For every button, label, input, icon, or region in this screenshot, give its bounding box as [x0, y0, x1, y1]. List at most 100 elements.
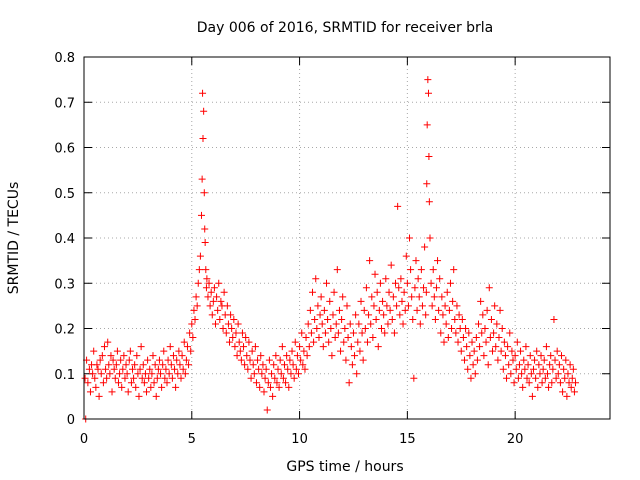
data-point	[542, 343, 550, 351]
data-point	[283, 352, 291, 360]
data-point	[478, 329, 486, 337]
data-point	[299, 361, 307, 369]
y-tick-label: 0.8	[54, 51, 75, 66]
data-point	[445, 306, 453, 314]
data-point	[320, 306, 328, 314]
data-point	[193, 302, 201, 310]
data-point	[449, 297, 457, 305]
data-point	[423, 121, 431, 129]
data-point	[352, 311, 360, 319]
data-point	[171, 365, 179, 373]
data-point	[280, 361, 288, 369]
data-point	[477, 297, 485, 305]
data-point	[277, 370, 285, 378]
y-axis-label: SRMTID / TECUs	[6, 182, 22, 295]
data-point	[396, 311, 404, 319]
data-point	[460, 356, 468, 364]
data-point	[345, 379, 353, 387]
data-point	[512, 365, 520, 373]
data-point	[282, 379, 290, 387]
data-point	[310, 338, 318, 346]
data-point	[509, 356, 517, 364]
data-point	[90, 347, 98, 355]
y-tick-label: 0.5	[54, 187, 75, 202]
data-point	[216, 315, 224, 323]
data-point	[507, 370, 515, 378]
data-point	[372, 315, 380, 323]
data-point	[420, 284, 428, 292]
data-point	[457, 347, 465, 355]
data-point	[543, 370, 551, 378]
data-point	[197, 211, 205, 219]
data-point	[229, 334, 237, 342]
data-point	[515, 361, 523, 369]
data-point	[521, 365, 529, 373]
data-point	[265, 356, 273, 364]
data-point	[210, 284, 218, 292]
data-point	[263, 406, 271, 414]
data-point	[212, 320, 219, 328]
data-point	[400, 288, 408, 296]
data-point	[418, 302, 426, 310]
data-point	[207, 288, 215, 296]
data-point	[113, 347, 121, 355]
data-point	[110, 365, 118, 373]
data-point	[358, 329, 366, 337]
data-point	[146, 365, 154, 373]
data-point	[468, 338, 476, 346]
data-point	[441, 302, 449, 310]
data-point	[114, 379, 122, 387]
data-point	[85, 365, 93, 373]
data-point	[565, 379, 573, 387]
data-point	[165, 370, 173, 378]
data-point	[93, 361, 101, 369]
data-point	[300, 347, 308, 355]
data-point	[316, 311, 324, 319]
data-point	[349, 329, 357, 337]
data-point	[425, 153, 433, 161]
data-point	[240, 343, 248, 351]
data-point	[355, 320, 363, 328]
data-point	[410, 374, 418, 382]
data-point	[440, 338, 448, 346]
data-point	[292, 365, 300, 373]
data-point	[245, 338, 253, 346]
data-point	[254, 356, 262, 364]
data-point	[204, 293, 212, 301]
data-point	[561, 374, 569, 382]
x-tick-label: 20	[507, 432, 524, 447]
data-point	[503, 374, 511, 382]
data-point	[476, 343, 484, 351]
data-point	[408, 293, 416, 301]
data-point	[84, 379, 92, 387]
data-point	[497, 347, 505, 355]
data-point	[124, 388, 132, 396]
data-point	[189, 334, 197, 342]
data-point	[220, 288, 228, 296]
data-point	[453, 302, 461, 310]
data-point	[202, 284, 210, 292]
data-point	[271, 374, 279, 382]
data-point	[205, 279, 213, 287]
data-point	[154, 365, 162, 373]
y-tick-label: 0	[67, 413, 75, 428]
data-point	[465, 329, 473, 337]
data-point	[138, 374, 146, 382]
data-point	[562, 356, 570, 364]
data-point	[518, 370, 526, 378]
data-point	[118, 383, 126, 391]
data-point	[414, 275, 422, 283]
data-point	[223, 302, 231, 310]
data-point	[339, 293, 347, 301]
data-point	[288, 347, 296, 355]
data-point	[241, 361, 249, 369]
data-point	[116, 370, 124, 378]
data-point	[222, 329, 230, 337]
data-point	[363, 338, 371, 346]
data-point	[214, 306, 222, 314]
data-point	[422, 311, 430, 319]
data-point	[155, 356, 163, 364]
data-point	[160, 347, 168, 355]
